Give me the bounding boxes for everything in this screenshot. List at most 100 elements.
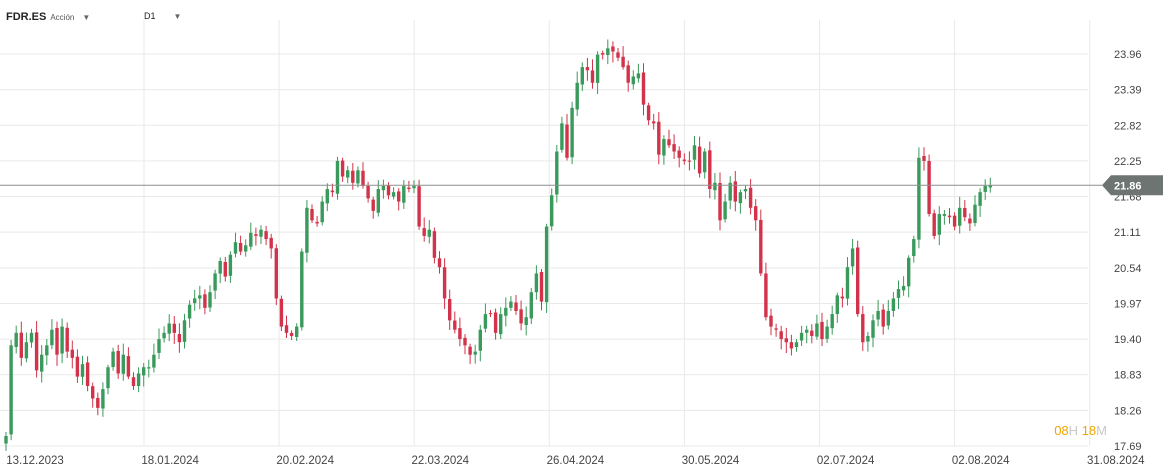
candle-body (907, 257, 911, 287)
candle-body (759, 219, 763, 274)
candle (305, 200, 309, 263)
candle (601, 50, 605, 60)
candle (473, 344, 477, 364)
y-tick-label: 19.97 (1114, 298, 1142, 310)
candle (65, 322, 69, 358)
candle-body (912, 239, 916, 257)
candle (550, 188, 554, 231)
candle-body (376, 189, 380, 213)
candle-body (391, 192, 396, 197)
candle-body (544, 226, 549, 303)
candle-body (708, 150, 712, 190)
candle (850, 238, 855, 275)
candle-body (371, 199, 375, 211)
candle-body (381, 185, 386, 191)
symbol-selector[interactable]: FDR.ES Acción ▼ (6, 11, 90, 23)
countdown-hours-unit: H (1068, 423, 1079, 438)
candle-body (70, 349, 74, 358)
candle (963, 199, 967, 222)
candle (320, 196, 324, 226)
candle (611, 41, 615, 63)
candle (529, 287, 533, 324)
candle-body (550, 195, 554, 227)
candle-body (274, 248, 278, 299)
candle-body (560, 123, 564, 150)
candle-body (310, 209, 314, 221)
candle (203, 289, 207, 315)
candle-body (621, 56, 625, 68)
candle (14, 325, 18, 354)
candle-body (356, 170, 360, 184)
candle (958, 196, 962, 234)
candle-body (463, 337, 467, 346)
candle-body (861, 314, 865, 343)
candle (259, 225, 263, 245)
candle (743, 185, 748, 200)
candle-body (514, 302, 518, 311)
candle-body (499, 314, 503, 335)
candle-body (218, 260, 222, 274)
candle-body (983, 185, 987, 192)
countdown-hours: 08 (1054, 423, 1069, 438)
candle (453, 311, 457, 334)
caret-down-icon[interactable]: ▼ (82, 12, 91, 22)
x-tick-label: 22.03.2024 (412, 455, 470, 467)
candle-body (453, 320, 457, 330)
candle (478, 324, 482, 362)
candle (228, 251, 233, 283)
candle (718, 172, 722, 231)
candle-body (652, 121, 656, 124)
candle-body (784, 338, 788, 343)
candle-body (886, 310, 890, 326)
y-tick-label: 23.39 (1114, 85, 1142, 97)
candle (728, 176, 732, 210)
current-price-label: 21.86 (1102, 175, 1163, 196)
candle (346, 166, 350, 184)
candle-body (539, 271, 544, 302)
candle-body (55, 327, 59, 355)
candle-body (34, 332, 39, 371)
candle (437, 251, 442, 274)
candle (896, 280, 901, 309)
candle (759, 209, 763, 277)
candle (126, 347, 131, 380)
candle (417, 179, 421, 230)
candle-body (259, 229, 263, 237)
candle-body (570, 107, 574, 158)
candle-body (493, 312, 498, 333)
candle (269, 233, 273, 259)
candle (50, 319, 54, 350)
candle-body (840, 296, 845, 299)
candle-body (427, 229, 431, 237)
candle (616, 48, 620, 62)
candle (111, 347, 115, 371)
candle (244, 239, 248, 257)
candle-body (958, 207, 962, 226)
candle-body (131, 377, 136, 386)
candle (483, 303, 488, 333)
candle-body (611, 46, 615, 52)
candle-body (932, 213, 936, 236)
candle-body (228, 254, 233, 276)
candle-body (509, 301, 513, 308)
candle (524, 306, 528, 336)
candle-body (315, 221, 319, 224)
candle-body (815, 323, 819, 337)
x-tick-label: 20.02.2024 (276, 455, 334, 467)
candle-body (697, 146, 702, 174)
candle-body (448, 298, 452, 321)
candle (881, 304, 885, 335)
candle-body (524, 317, 528, 326)
candle-body (437, 258, 442, 268)
candle (233, 232, 238, 258)
caret-down-icon[interactable]: ▼ (173, 11, 182, 21)
candle-body (407, 187, 411, 190)
candle (335, 156, 340, 200)
candle (60, 318, 64, 364)
candle (794, 339, 799, 352)
candle-body (774, 328, 778, 330)
timeframe-selector[interactable]: D1 ▼ (144, 11, 181, 21)
candle-body (764, 273, 768, 318)
candle (325, 183, 329, 212)
